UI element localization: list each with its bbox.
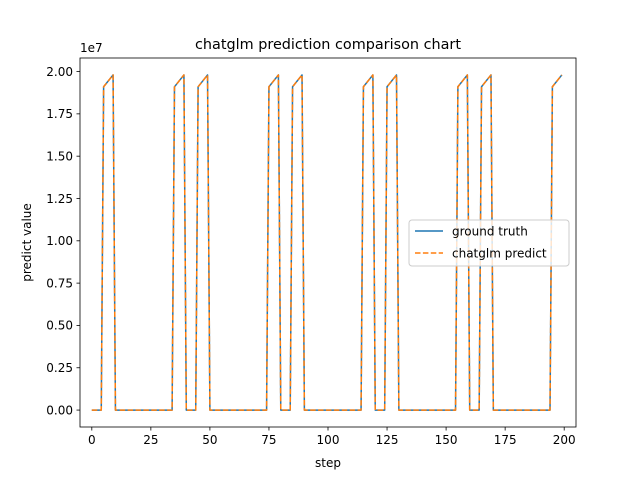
y-tick-label: 1.75 (46, 107, 73, 121)
legend-box (408, 219, 570, 267)
y-tick-label: 0.75 (46, 276, 73, 290)
legend: ground truth chatglm predict (408, 219, 570, 267)
x-tick-label: 150 (435, 433, 458, 447)
x-tick-label: 125 (376, 433, 399, 447)
legend-label-ground-truth: ground truth (452, 225, 528, 239)
y-tick-label: 1.00 (46, 234, 73, 248)
x-tick-label: 25 (143, 433, 158, 447)
x-tick-label: 50 (202, 433, 217, 447)
y-tick-label: 0.25 (46, 361, 73, 375)
y-axis-label: predict value (20, 203, 34, 282)
y-tick-label: 2.00 (46, 65, 73, 79)
x-tick-label: 75 (261, 433, 276, 447)
legend-label-chatglm-predict: chatglm predict (452, 247, 547, 261)
y-tick-label: 0.00 (46, 403, 73, 417)
series-line-chatglm-predict (91, 74, 563, 411)
series-layer (91, 74, 563, 411)
chart-title: chatglm prediction comparison chart (195, 37, 461, 53)
x-axis-ticks: 0 25 50 75 100 125 150 175 200 (88, 427, 576, 447)
x-tick-label: 175 (494, 433, 517, 447)
x-tick-label: 100 (317, 433, 340, 447)
y-tick-label: 0.50 (46, 319, 73, 333)
y-tick-label: 1.25 (46, 192, 73, 206)
x-tick-label: 0 (88, 433, 96, 447)
y-tick-label: 1.50 (46, 149, 73, 163)
x-tick-label: 200 (553, 433, 576, 447)
x-axis-label: step (315, 456, 341, 470)
y-axis-ticks: 0.00 0.25 0.50 0.75 1.00 1.25 1.50 1.75 2.00 (46, 65, 80, 417)
y-offset-label: 1e7 (80, 41, 103, 55)
